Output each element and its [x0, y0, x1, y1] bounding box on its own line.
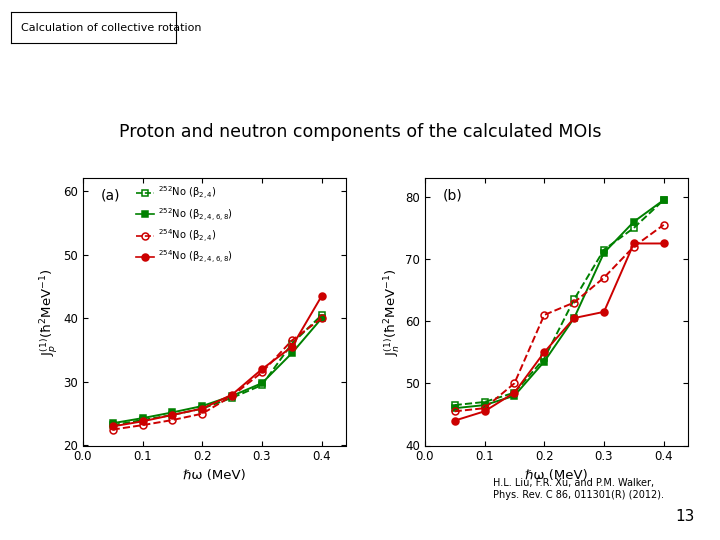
Text: (a): (a) [102, 189, 121, 203]
Text: Calculation of collective rotation: Calculation of collective rotation [21, 23, 201, 32]
X-axis label: ℏω (MeV): ℏω (MeV) [183, 469, 246, 482]
Text: 13: 13 [675, 509, 695, 524]
Text: H.L. Liu, F.R. Xu, and P.M. Walker,
Phys. Rev. C 86, 011301(R) (2012).: H.L. Liu, F.R. Xu, and P.M. Walker, Phys… [493, 478, 665, 500]
Y-axis label: J$_p^{(1)}$(ħ$^2$MeV$^{-1}$): J$_p^{(1)}$(ħ$^2$MeV$^{-1}$) [39, 268, 60, 356]
Text: Proton and neutron components of the calculated MOIs: Proton and neutron components of the cal… [119, 123, 601, 141]
Legend: $^{252}$No (β$_{2,4}$), $^{252}$No (β$_{2,4,6,8}$), $^{254}$No (β$_{2,4}$), $^{2: $^{252}$No (β$_{2,4}$), $^{252}$No (β$_{… [135, 183, 234, 266]
Text: (b): (b) [444, 189, 463, 203]
X-axis label: ℏω (MeV): ℏω (MeV) [525, 469, 588, 482]
Y-axis label: J$_n^{(1)}$(ħ$^2$MeV$^{-1}$): J$_n^{(1)}$(ħ$^2$MeV$^{-1}$) [383, 268, 402, 356]
